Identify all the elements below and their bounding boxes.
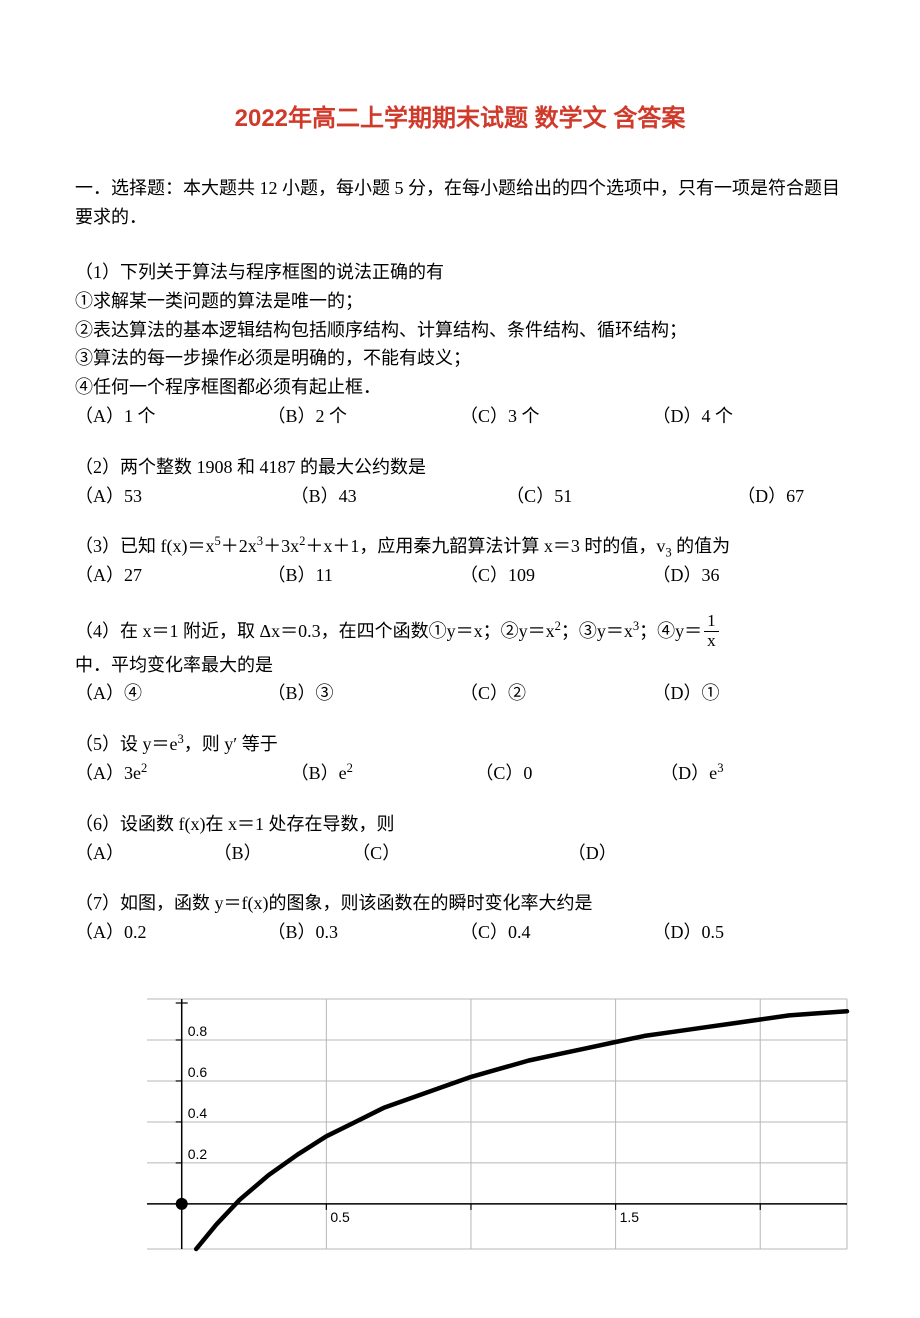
q1-line-1: ①求解某一类问题的算法是唯一的；	[75, 287, 845, 316]
q2-options: （A）53 （B）43 （C）51 （D）67	[75, 482, 845, 511]
question-3: （3）已知 f(x)＝x5＋2x3＋3x2＋x＋1，应用秦九韶算法计算 x＝3 …	[75, 532, 845, 590]
q4-stem-tail: 中．平均变化率最大的是	[75, 651, 845, 680]
function-chart: 0.5 1.5 0.2 0.4 0.6 0.8	[87, 969, 845, 1278]
q2-stem: （2）两个整数 1908 和 4187 的最大公约数是	[75, 453, 845, 482]
q3-opt-b: （B）11	[268, 561, 461, 590]
q3-opt-c: （C）109	[460, 561, 653, 590]
q6-stem: （6）设函数 f(x)在 x＝1 处存在导数，则	[75, 810, 845, 839]
q3-text-c: ＋3x	[263, 536, 299, 556]
svg-text:0.8: 0.8	[188, 1023, 208, 1039]
section-intro: 一．选择题：本大题共 12 小题，每小题 5 分，在每小题给出的四个选项中，只有…	[75, 174, 845, 232]
question-1: （1）下列关于算法与程序框图的说法正确的有 ①求解某一类问题的算法是唯一的； ②…	[75, 258, 845, 431]
q6-opt-a: （A）	[75, 839, 214, 868]
svg-text:0.5: 0.5	[330, 1209, 350, 1225]
q2-opt-c: （C）51	[506, 482, 737, 511]
chart-svg: 0.5 1.5 0.2 0.4 0.6 0.8	[87, 969, 857, 1269]
q7-opt-a: （A）0.2	[75, 918, 268, 947]
q4-frac-den: x	[704, 632, 719, 651]
q1-line-2: ②表达算法的基本逻辑结构包括顺序结构、计算结构、条件结构、循环结构；	[75, 316, 845, 345]
q5-stem: （5）设 y＝e3，则 y′ 等于	[75, 730, 845, 759]
q4-fraction: 1 x	[704, 612, 719, 651]
q3-opt-d: （D）36	[653, 561, 846, 590]
q7-options: （A）0.2 （B）0.3 （C）0.4 （D）0.5	[75, 918, 845, 947]
q5-options: （A）3e2 （B）e2 （C）0 （D）e3	[75, 759, 845, 788]
q1-stem: （1）下列关于算法与程序框图的说法正确的有	[75, 258, 845, 287]
page-title: 2022年高二上学期期末试题 数学文 含答案	[75, 100, 845, 138]
question-2: （2）两个整数 1908 和 4187 的最大公约数是 （A）53 （B）43 …	[75, 453, 845, 511]
q3-text-d: ＋x＋1，应用秦九韶算法计算 x＝3 时的值，v	[305, 536, 665, 556]
question-5: （5）设 y＝e3，则 y′ 等于 （A）3e2 （B）e2 （C）0 （D）e…	[75, 730, 845, 788]
q4-text-a: （4）在 x＝1 附近，取 Δx＝0.3，在四个函数①y＝x；②y＝x2；③y＝…	[75, 617, 702, 646]
q5-opt-b: （B）e2	[291, 759, 476, 788]
q1-opt-a: （A）1 个	[75, 402, 268, 431]
q6-options: （A） （B） （C） （D）	[75, 839, 845, 868]
q4-options: （A）④ （B）③ （C）② （D）①	[75, 679, 845, 708]
q1-opt-c: （C）3 个	[460, 402, 653, 431]
q3-stem: （3）已知 f(x)＝x5＋2x3＋3x2＋x＋1，应用秦九韶算法计算 x＝3 …	[75, 532, 845, 561]
q2-opt-b: （B）43	[291, 482, 507, 511]
svg-text:0.2: 0.2	[188, 1146, 208, 1162]
svg-text:0.4: 0.4	[188, 1105, 208, 1121]
svg-text:1.5: 1.5	[620, 1209, 640, 1225]
question-7: （7）如图，函数 y＝f(x)的图象，则该函数在的瞬时变化率大约是 （A）0.2…	[75, 889, 845, 947]
q5-sup-a2: 2	[141, 761, 147, 775]
q5-opt-c: （C）0	[475, 759, 660, 788]
q4-opt-c: （C）②	[460, 679, 653, 708]
q4-opt-d: （D）①	[653, 679, 846, 708]
q3-text-e: 的值为	[672, 536, 731, 556]
q2-opt-a: （A）53	[75, 482, 291, 511]
question-4: （4）在 x＝1 附近，取 Δx＝0.3，在四个函数①y＝x；②y＝x2；③y＝…	[75, 612, 845, 708]
q3-text-a: （3）已知 f(x)＝x	[75, 536, 214, 556]
q1-line-4: ④任何一个程序框图都必须有起止框．	[75, 373, 845, 402]
q7-opt-d: （D）0.5	[653, 918, 846, 947]
q4-tb: ；③y＝x	[561, 621, 633, 641]
q3-options: （A）27 （B）11 （C）109 （D）36	[75, 561, 845, 590]
q4-opt-a: （A）④	[75, 679, 268, 708]
q5-sup-d3: 3	[717, 761, 723, 775]
q6-opt-c: （C）	[352, 839, 568, 868]
q1-line-3: ③算法的每一步操作必须是明确的，不能有歧义；	[75, 344, 845, 373]
q5-optd-t: （D）e	[660, 763, 717, 783]
q2-opt-d: （D）67	[737, 482, 845, 511]
q7-stem: （7）如图，函数 y＝f(x)的图象，则该函数在的瞬时变化率大约是	[75, 889, 845, 918]
q5-sup-b2: 2	[347, 761, 353, 775]
question-6: （6）设函数 f(x)在 x＝1 处存在导数，则 （A） （B） （C） （D）	[75, 810, 845, 868]
svg-text:0.6: 0.6	[188, 1064, 208, 1080]
q4-frac-num: 1	[704, 612, 719, 632]
q5-opt-d: （D）e3	[660, 759, 845, 788]
q4-ta: （4）在 x＝1 附近，取 Δx＝0.3，在四个函数①y＝x；②y＝x	[75, 621, 555, 641]
q6-opt-b: （B）	[214, 839, 353, 868]
q5-opta-t: （A）3e	[75, 763, 141, 783]
q5-text-a: （5）设 y＝e	[75, 734, 178, 754]
q1-options: （A）1 个 （B）2 个 （C）3 个 （D）4 个	[75, 402, 845, 431]
q3-text-b: ＋2x	[221, 536, 257, 556]
q5-optb-t: （B）e	[291, 763, 347, 783]
q1-opt-d: （D）4 个	[653, 402, 846, 431]
q5-opt-a: （A）3e2	[75, 759, 291, 788]
q4-stem: （4）在 x＝1 附近，取 Δx＝0.3，在四个函数①y＝x；②y＝x2；③y＝…	[75, 612, 845, 651]
q7-opt-c: （C）0.4	[460, 918, 653, 947]
q4-tc: ；④y＝	[639, 621, 702, 641]
q5-text-b: ，则 y′ 等于	[184, 734, 278, 754]
q4-opt-b: （B）③	[268, 679, 461, 708]
q7-opt-b: （B）0.3	[268, 918, 461, 947]
q1-opt-b: （B）2 个	[268, 402, 461, 431]
q3-opt-a: （A）27	[75, 561, 268, 590]
q6-opt-d: （D）	[568, 839, 707, 868]
